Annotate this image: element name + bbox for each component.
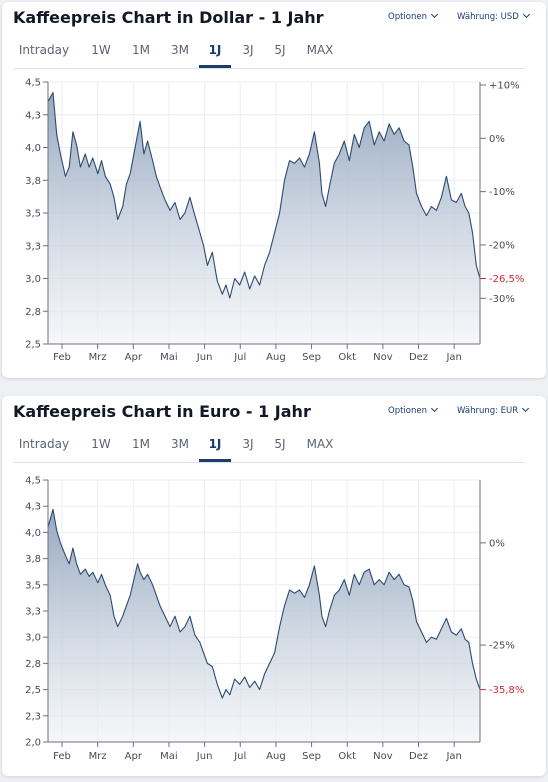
y-tick-label: 4,3 xyxy=(25,110,41,121)
options-dropdown[interactable]: Optionen xyxy=(388,404,439,416)
currency-label: Währung: EUR xyxy=(457,406,519,416)
chevron-down-icon xyxy=(430,404,439,413)
tab-5j[interactable]: 5J xyxy=(274,437,286,451)
x-tick-label: Mai xyxy=(160,751,178,762)
tab-1j[interactable]: 1J xyxy=(199,432,231,462)
y-tick-label: 3,0 xyxy=(25,274,41,285)
y-tick-label: 4,5 xyxy=(25,476,41,487)
x-tick-label: Jun xyxy=(196,751,213,762)
last-change-label: -35,8% xyxy=(489,685,524,696)
y-tick-label: 4,0 xyxy=(25,143,41,154)
price-chart-dollar[interactable]: 4,5 4,3 4,0 3,8 3,5 3,3 3,0 2,8 2,5 Feb Mrz Apr Mai J… xyxy=(2,68,546,374)
chart-title: Kaffeepreis Chart in Dollar - 1 Jahr xyxy=(13,8,324,27)
x-tick-label: Apr xyxy=(125,751,143,762)
price-area xyxy=(48,92,480,344)
pct-tick-label: -25% xyxy=(489,641,515,652)
tab-3m[interactable]: 3M xyxy=(171,43,189,57)
x-tick-label: Jan xyxy=(445,352,461,363)
tab-max[interactable]: MAX xyxy=(306,437,334,451)
pct-tick-label: -20% xyxy=(489,240,515,251)
currency-label: Währung: USD xyxy=(457,12,519,22)
pct-tick-label: -30% xyxy=(489,294,515,305)
chevron-down-icon xyxy=(430,10,439,19)
options-label: Optionen xyxy=(388,12,427,22)
chevron-down-icon xyxy=(522,404,530,413)
x-tick-label: Mrz xyxy=(89,352,107,363)
x-tick-label: Jul xyxy=(233,751,246,762)
x-tick-label: Jun xyxy=(196,352,213,363)
chart-panel-euro: Kaffeepreis Chart in Euro - 1 Jahr Optio… xyxy=(2,396,546,776)
y-tick-label: 3,0 xyxy=(25,633,41,644)
x-tick-label: Dez xyxy=(409,352,428,363)
x-tick-label: Feb xyxy=(53,751,71,762)
currency-dropdown[interactable]: Währung: USD xyxy=(457,10,530,22)
tab-1w[interactable]: 1W xyxy=(91,437,111,451)
x-tick-label: Mrz xyxy=(89,751,107,762)
x-tick-label: Okt xyxy=(338,751,356,762)
pct-tick-label: -10% xyxy=(489,187,515,198)
tab-1j[interactable]: 1J xyxy=(199,38,231,68)
pct-tick-label: 0% xyxy=(489,134,505,145)
y-tick-label: 2,8 xyxy=(25,307,41,318)
tab-3j[interactable]: 3J xyxy=(242,437,254,451)
x-tick-label: Nov xyxy=(373,751,393,762)
y-tick-label: 3,8 xyxy=(25,554,41,565)
chart-panel-dollar: Kaffeepreis Chart in Dollar - 1 Jahr Opt… xyxy=(2,2,546,378)
timeframe-tabs: Intraday 1W 1M 3M 1J 3J 5J MAX xyxy=(13,38,525,69)
x-tick-label: Apr xyxy=(125,352,143,363)
x-tick-label: Nov xyxy=(373,352,393,363)
tab-max[interactable]: MAX xyxy=(306,43,334,57)
y-tick-label: 2,5 xyxy=(25,340,41,351)
x-tick-label: Okt xyxy=(338,352,356,363)
tab-1w[interactable]: 1W xyxy=(91,43,111,57)
currency-dropdown[interactable]: Währung: EUR xyxy=(457,404,530,416)
y-tick-label: 2,0 xyxy=(25,738,41,749)
y-tick-label: 3,5 xyxy=(25,580,41,591)
tab-3j[interactable]: 3J xyxy=(242,43,254,57)
x-tick-label: Feb xyxy=(53,352,71,363)
pct-tick-label: +10% xyxy=(489,81,520,92)
x-tick-label: Jul xyxy=(233,352,246,363)
tab-intraday[interactable]: Intraday xyxy=(18,437,70,451)
x-tick-label: Jan xyxy=(445,751,461,762)
y-tick-label: 3,3 xyxy=(25,241,41,252)
y-tick-label: 3,5 xyxy=(25,209,41,220)
price-area xyxy=(48,509,480,742)
y-tick-label: 4,5 xyxy=(25,78,41,89)
y-tick-label: 3,3 xyxy=(25,607,41,618)
y-tick-label: 4,0 xyxy=(25,528,41,539)
x-tick-label: Aug xyxy=(266,751,286,762)
tab-intraday[interactable]: Intraday xyxy=(18,43,70,57)
chart-title: Kaffeepreis Chart in Euro - 1 Jahr xyxy=(13,402,311,421)
y-tick-label: 2,3 xyxy=(25,711,41,722)
y-tick-label: 2,5 xyxy=(25,685,41,696)
tab-3m[interactable]: 3M xyxy=(171,437,189,451)
chevron-down-icon xyxy=(522,10,530,19)
price-chart-euro[interactable]: 4,5 4,3 4,0 3,8 3,5 3,3 3,0 2,8 2,5 2,3 2,0 Feb Mrz A… xyxy=(2,462,546,772)
last-change-label: -26,5% xyxy=(489,274,524,285)
x-tick-label: Mai xyxy=(160,352,178,363)
options-dropdown[interactable]: Optionen xyxy=(388,10,439,22)
y-tick-label: 2,8 xyxy=(25,659,41,670)
y-tick-label: 4,3 xyxy=(25,502,41,513)
x-tick-label: Aug xyxy=(266,352,286,363)
timeframe-tabs: Intraday 1W 1M 3M 1J 3J 5J MAX xyxy=(13,432,525,463)
tab-1m[interactable]: 1M xyxy=(132,43,150,57)
price-line xyxy=(47,508,481,699)
pct-tick-label: 0% xyxy=(489,538,505,549)
x-tick-label: Sep xyxy=(302,352,321,363)
options-label: Optionen xyxy=(388,406,427,416)
x-tick-label: Sep xyxy=(302,751,321,762)
x-tick-label: Dez xyxy=(409,751,428,762)
tab-5j[interactable]: 5J xyxy=(274,43,286,57)
y-tick-label: 3,8 xyxy=(25,176,41,187)
price-line xyxy=(47,91,481,299)
tab-1m[interactable]: 1M xyxy=(132,437,150,451)
